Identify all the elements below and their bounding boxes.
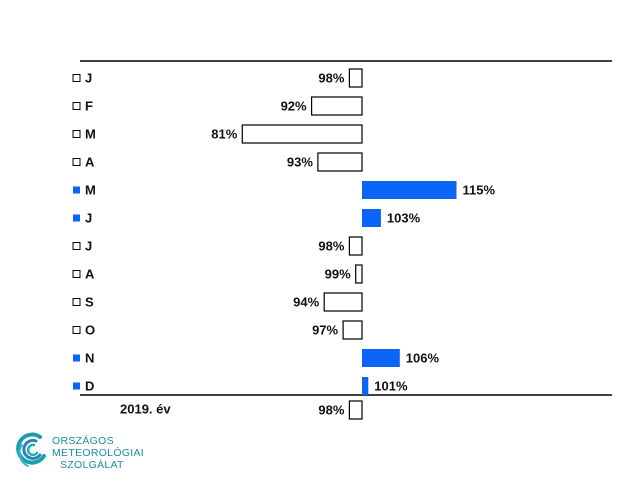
value-label: 93% [287,154,313,169]
legend-swatch [73,382,80,390]
legend-swatch [72,298,81,306]
category-label: M [85,126,96,141]
category-label: O [85,322,95,337]
value-label: 97% [312,322,338,337]
legend-swatch [72,74,81,82]
value-label: 92% [281,98,307,113]
total-label: 2019. év [120,401,171,416]
category-label: D [85,378,94,393]
category-label: N [85,350,94,365]
bar [362,209,381,227]
bar [355,264,363,284]
value-label: 98% [318,402,344,417]
legend-swatch [72,326,81,334]
category-label: F [85,98,93,113]
category-label: J [85,70,92,85]
category-label: S [85,294,94,309]
bar [342,320,363,340]
value-label: 94% [293,294,319,309]
bar [241,124,363,144]
bar [317,152,363,172]
legend-swatch [73,214,80,222]
legend-swatch [72,102,81,110]
value-label: 81% [211,126,237,141]
value-label: 98% [318,70,344,85]
bar [311,96,363,116]
bar [348,236,363,256]
value-label: 103% [387,210,421,225]
value-label: 106% [406,350,440,365]
logo-icon [16,432,46,467]
bar [348,400,363,420]
category-label: M [85,182,96,197]
logo-text: METEOROLÓGIAI [52,446,144,459]
bar [362,377,369,395]
value-label: 99% [325,266,351,281]
logo-text: SZOLGÁLAT [60,458,124,471]
legend-swatch [73,186,80,194]
bar [323,292,363,312]
bar [362,349,400,367]
logo-text: ORSZÁGOS [52,434,114,447]
legend-swatch [72,130,81,138]
value-label: 98% [318,238,344,253]
category-label: A [85,266,95,281]
legend-swatch [72,270,81,278]
category-label: J [85,210,92,225]
category-label: J [85,238,92,253]
legend-swatch [73,354,80,362]
bar [362,181,457,199]
category-label: A [85,154,95,169]
value-label: 101% [374,378,408,393]
legend-swatch [72,242,81,250]
legend-swatch [72,158,81,166]
value-label: 115% [463,182,496,197]
bar [348,68,363,88]
